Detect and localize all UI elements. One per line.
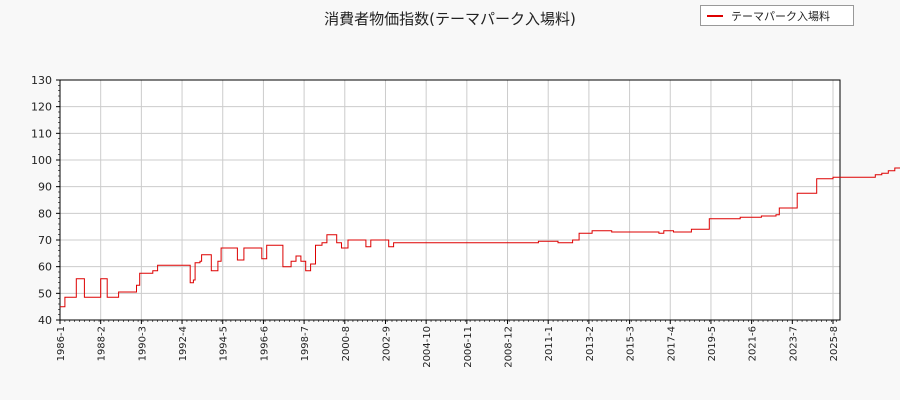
y-tick-label: 40 [38, 314, 52, 327]
y-tick-label: 120 [31, 101, 52, 114]
x-tick-label: 1990-3 [137, 326, 148, 361]
x-tick-label: 2011-1 [544, 326, 555, 361]
x-tick-label: 1986-1 [56, 326, 67, 361]
y-tick-label: 80 [38, 207, 52, 220]
plot-area [60, 80, 840, 320]
grid-lines [59, 79, 840, 321]
x-tick-label: 2008-12 [504, 326, 515, 368]
y-tick-label: 130 [31, 74, 52, 87]
x-tick-label: 2021-6 [748, 326, 759, 361]
x-tick-label: 1998-7 [300, 326, 311, 361]
x-tick-label: 2000-8 [341, 326, 352, 361]
axes [59, 79, 841, 321]
x-tick-label: 2017-4 [666, 326, 677, 361]
series-group [60, 167, 900, 308]
x-tick-label: 2025-8 [829, 326, 840, 361]
ticks: 40 50 60 70 80 90 100 110 120 130 1986-1 1988-2 1990… [31, 74, 840, 368]
x-tick-label: 2006-11 [463, 326, 474, 368]
x-tick-label: 2002-9 [381, 326, 392, 361]
x-tick-label: 2023-7 [788, 326, 799, 361]
series-line-0 [60, 167, 900, 308]
y-tick-label: 60 [38, 261, 52, 274]
y-tick-label: 110 [31, 127, 52, 140]
x-tick-label: 1996-6 [259, 326, 270, 361]
x-tick-label: 2019-5 [707, 326, 718, 361]
y-tick-label: 90 [38, 181, 52, 194]
x-tick-label: 2015-3 [626, 326, 637, 361]
legend-label: テーマパーク入場料 [731, 9, 830, 23]
y-tick-label: 70 [38, 234, 52, 247]
x-tick-label: 1994-5 [219, 326, 230, 361]
y-tick-label: 100 [31, 154, 52, 167]
y-tick-label: 50 [38, 287, 52, 300]
chart-title: 消費者物価指数(テーマパーク入場料) [324, 10, 576, 28]
legend-swatch [707, 14, 723, 17]
x-tick-label: 1992-4 [178, 326, 189, 361]
x-tick-label: 1988-2 [97, 326, 108, 361]
legend: テーマパーク入場料 [700, 5, 854, 26]
x-tick-label: 2013-2 [585, 326, 596, 361]
x-tick-label: 2004-10 [422, 326, 433, 368]
plot-border [59, 79, 841, 321]
